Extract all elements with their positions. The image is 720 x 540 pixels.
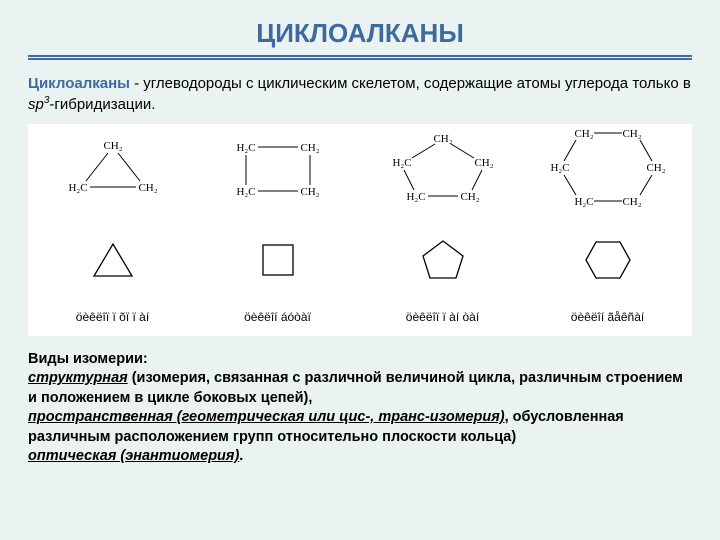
cyclopentane-structure: CH₂ H₂C CH₂ H₂C CH₂ bbox=[378, 130, 508, 210]
ch2-top: CH₂ bbox=[103, 140, 122, 152]
definition-after: -гибридизации. bbox=[49, 96, 155, 113]
c1: CH₂ bbox=[433, 133, 452, 145]
ch2-left: H₂C bbox=[68, 182, 87, 194]
c3: CH₂ bbox=[474, 157, 493, 169]
ch2-bl: H₂C bbox=[236, 186, 255, 198]
isomerism-head: Виды изомерии: bbox=[28, 351, 148, 367]
label-cyclopentane: öèêëîï ï àí òàí bbox=[406, 310, 479, 330]
square-icon bbox=[256, 238, 300, 282]
definition-text: Циклоалканы - углеводороды с циклическим… bbox=[28, 74, 692, 116]
isomerism-type3-end: . bbox=[239, 448, 243, 464]
page-title: ЦИКЛОАЛКАНЫ bbox=[28, 18, 692, 49]
sp3-base: sp bbox=[28, 96, 44, 113]
ch2-br: CH₂ bbox=[300, 186, 319, 198]
ch2-tl: H₂C bbox=[236, 142, 255, 154]
c2: H₂C bbox=[550, 162, 569, 174]
c2: H₂C bbox=[392, 157, 411, 169]
molecule-cyclopentane: CH₂ H₂C CH₂ H₂C CH₂ öèêëîï ï àí òàí bbox=[360, 130, 525, 330]
diagram-zone: CH₂ H₂C CH₂ öèêëîï ï õï ï àí H₂C bbox=[28, 124, 692, 336]
c5: CH₂ bbox=[460, 191, 479, 203]
label-cyclopropane: öèêëîï ï õï ï àí bbox=[76, 310, 149, 330]
title-underline bbox=[28, 55, 692, 60]
definition-lead: Циклоалканы bbox=[28, 75, 130, 92]
isomerism-type2: пространственная (геометрическая или цис… bbox=[28, 409, 505, 425]
hexagon-icon bbox=[582, 236, 634, 284]
c4: H₂C bbox=[574, 196, 593, 208]
molecule-cyclohexane: CH₂ CH₂ H₂C CH₂ H₂C CH₂ bbox=[525, 130, 690, 330]
c1: CH₂ bbox=[574, 128, 593, 140]
ch2-tr: CH₂ bbox=[300, 142, 319, 154]
molecule-cyclopropane: CH₂ H₂C CH₂ öèêëîï ï õï ï àí bbox=[30, 130, 195, 330]
c4: H₂C bbox=[406, 191, 425, 203]
cyclohexane-structure: CH₂ CH₂ H₂C CH₂ H₂C CH₂ bbox=[538, 125, 678, 215]
isomerism-block: Виды изомерии: структурная (изомерия, св… bbox=[28, 350, 692, 467]
cyclobutane-structure: H₂C CH₂ H₂C CH₂ bbox=[218, 135, 338, 205]
definition-middle: - углеводороды с циклическим скелетом, с… bbox=[130, 75, 691, 92]
isomerism-type1: структурная bbox=[28, 370, 128, 386]
c3: CH₂ bbox=[622, 128, 641, 140]
pentagon-icon bbox=[418, 236, 468, 284]
isomerism-type3: оптическая (энантиомерия) bbox=[28, 448, 239, 464]
triangle-icon bbox=[88, 238, 138, 282]
cyclopropane-structure: CH₂ H₂C CH₂ bbox=[58, 135, 168, 205]
label-cyclohexane: öèêëîí ãåêñàí bbox=[571, 310, 644, 330]
c5: CH₂ bbox=[646, 162, 665, 174]
label-cyclobutane: öèêëîí áóòàï bbox=[244, 310, 311, 330]
ch2-right: CH₂ bbox=[138, 182, 157, 194]
molecule-cyclobutane: H₂C CH₂ H₂C CH₂ öèêëîí áóòàï bbox=[195, 130, 360, 330]
c6: CH₂ bbox=[622, 196, 641, 208]
